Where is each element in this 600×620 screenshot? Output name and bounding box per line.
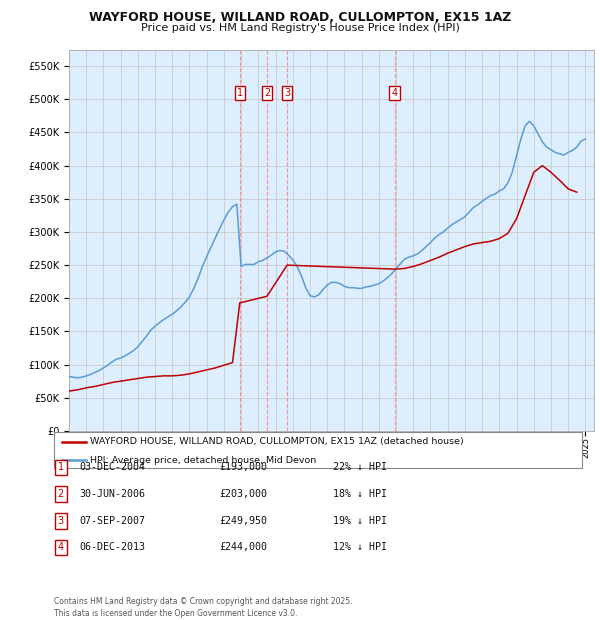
- Text: £193,000: £193,000: [219, 463, 267, 472]
- Text: £203,000: £203,000: [219, 489, 267, 499]
- Text: 30-JUN-2006: 30-JUN-2006: [80, 489, 146, 499]
- Text: 3: 3: [58, 516, 64, 526]
- Text: 06-DEC-2013: 06-DEC-2013: [80, 542, 146, 552]
- Text: 1: 1: [58, 463, 64, 472]
- Text: 4: 4: [58, 542, 64, 552]
- Text: £249,950: £249,950: [219, 516, 267, 526]
- Text: HPI: Average price, detached house, Mid Devon: HPI: Average price, detached house, Mid …: [90, 456, 316, 464]
- Text: Contains HM Land Registry data © Crown copyright and database right 2025.
This d: Contains HM Land Registry data © Crown c…: [54, 597, 353, 618]
- Text: 18% ↓ HPI: 18% ↓ HPI: [333, 489, 387, 499]
- Text: 1: 1: [236, 87, 243, 98]
- Text: 2: 2: [58, 489, 64, 499]
- Text: £244,000: £244,000: [219, 542, 267, 552]
- Text: 19% ↓ HPI: 19% ↓ HPI: [333, 516, 387, 526]
- FancyBboxPatch shape: [54, 432, 582, 468]
- Text: 2: 2: [264, 87, 270, 98]
- Text: Price paid vs. HM Land Registry's House Price Index (HPI): Price paid vs. HM Land Registry's House …: [140, 23, 460, 33]
- Text: 4: 4: [392, 87, 398, 98]
- Text: WAYFORD HOUSE, WILLAND ROAD, CULLOMPTON, EX15 1AZ (detached house): WAYFORD HOUSE, WILLAND ROAD, CULLOMPTON,…: [90, 437, 464, 446]
- Text: 3: 3: [284, 87, 290, 98]
- Text: 03-DEC-2004: 03-DEC-2004: [80, 463, 146, 472]
- Text: 12% ↓ HPI: 12% ↓ HPI: [333, 542, 387, 552]
- Text: 07-SEP-2007: 07-SEP-2007: [80, 516, 146, 526]
- Text: WAYFORD HOUSE, WILLAND ROAD, CULLOMPTON, EX15 1AZ: WAYFORD HOUSE, WILLAND ROAD, CULLOMPTON,…: [89, 11, 511, 24]
- Text: 22% ↓ HPI: 22% ↓ HPI: [333, 463, 387, 472]
